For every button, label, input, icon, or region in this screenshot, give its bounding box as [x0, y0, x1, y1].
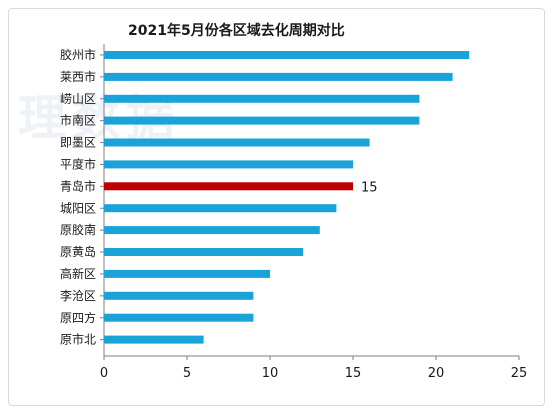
bar-0	[104, 51, 470, 59]
bar-12	[104, 313, 254, 322]
bar-1	[104, 72, 453, 81]
bar-7	[104, 204, 337, 213]
bar-6	[104, 182, 353, 191]
category-label-10: 高新区	[60, 266, 96, 281]
category-label-8: 原胶南	[60, 222, 96, 237]
category-label-4: 即墨区	[60, 136, 96, 150]
category-label-9: 原黄岛	[60, 244, 96, 259]
data-label-0: 15	[361, 180, 378, 195]
bar-3	[104, 116, 420, 125]
category-label-1: 莱西市	[60, 69, 96, 84]
bar-10	[104, 269, 270, 278]
category-label-0: 胶州市	[60, 47, 96, 62]
x-tick-label-4: 20	[428, 366, 445, 381]
category-label-6: 青岛市	[60, 178, 96, 193]
x-tick-label-5: 25	[511, 366, 528, 381]
category-label-12: 原四方	[60, 310, 96, 325]
x-tick-label-3: 15	[345, 366, 362, 381]
bar-11	[104, 291, 254, 300]
bar-13	[104, 335, 204, 344]
chart-title: 2021年5月份各区域去化周期对比	[128, 23, 345, 39]
category-label-11: 李沧区	[60, 288, 96, 303]
bar-9	[104, 248, 304, 256]
bar-8	[104, 226, 320, 235]
bar-5	[104, 160, 353, 169]
category-label-7: 城阳区	[60, 201, 96, 215]
category-label-5: 平度市	[60, 156, 96, 171]
x-tick-label-0: 0	[100, 366, 108, 381]
category-label-2: 崂山区	[60, 92, 96, 106]
bar-2	[104, 94, 420, 103]
category-label-13: 原市北	[60, 332, 96, 347]
x-tick-label-2: 10	[262, 366, 279, 381]
category-label-3: 市南区	[60, 113, 96, 128]
bar-4	[104, 138, 370, 147]
x-tick-label-1: 5	[183, 366, 191, 381]
